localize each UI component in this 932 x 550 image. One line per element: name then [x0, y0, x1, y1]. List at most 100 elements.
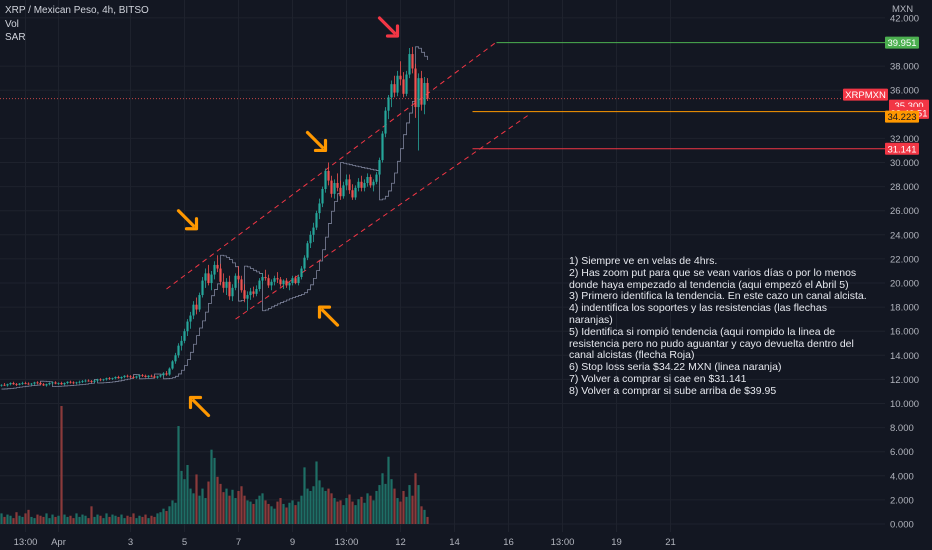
candle-body — [378, 160, 381, 175]
candle-body — [357, 181, 360, 188]
price-label-tag: 39.951 — [885, 36, 919, 49]
candle-body — [162, 373, 165, 376]
volume-bar — [81, 514, 84, 524]
candle-body — [69, 381, 72, 383]
candle-body — [132, 376, 135, 378]
volume-bar — [393, 488, 396, 524]
candle-body — [39, 383, 42, 385]
candle-body — [423, 82, 426, 105]
volume-bar — [339, 500, 342, 524]
volume-bar — [246, 500, 249, 524]
candle-body — [24, 383, 27, 384]
volume-bar — [387, 456, 390, 524]
candle-body — [12, 383, 15, 385]
candle-body — [333, 182, 336, 194]
trend-channel — [166, 41, 530, 320]
price-reference-lines — [0, 42, 885, 150]
channel-upper-line — [166, 41, 497, 290]
volume-bar — [36, 514, 39, 524]
volume-bar — [399, 501, 402, 524]
arrow-head — [385, 24, 400, 38]
volume-bar — [102, 518, 105, 524]
volume-bar — [198, 495, 201, 524]
volume-bar — [297, 501, 300, 524]
candle-body — [249, 291, 252, 296]
annotation-arrow — [377, 16, 400, 38]
volume-bar — [66, 516, 69, 524]
price-label-bg — [843, 88, 888, 101]
volume-bars — [0, 406, 429, 524]
note-line: 5) Identifica si rompió tendencia (aqui … — [569, 325, 854, 362]
candle-body — [15, 384, 18, 386]
candle-body — [81, 381, 84, 383]
candle-body — [21, 383, 24, 384]
time-tick-label: 5 — [182, 537, 187, 548]
candle-body — [228, 281, 231, 297]
volume-bar — [357, 499, 360, 524]
candle-body — [60, 383, 63, 385]
candle-body — [282, 280, 285, 285]
candle-body — [102, 379, 105, 381]
candle-body — [336, 182, 339, 188]
candle-body — [240, 279, 243, 291]
candle-body — [177, 345, 180, 356]
volume-bar — [159, 512, 162, 524]
candle-body — [30, 383, 33, 385]
candle-body — [150, 375, 153, 377]
candle-body — [105, 378, 108, 380]
volume-bar — [420, 506, 423, 524]
candle-body — [72, 382, 75, 384]
volume-indicator-label[interactable]: Vol — [5, 19, 19, 30]
candle-body — [330, 180, 333, 194]
volume-bar — [336, 501, 339, 524]
price-label-tag: 31.141 — [885, 142, 919, 155]
candle-body — [126, 375, 129, 377]
symbol-title[interactable]: XRP / Mexican Peso, 4h, BITSO — [5, 5, 149, 16]
volume-bar — [372, 500, 375, 524]
volume-bar — [363, 502, 366, 524]
time-tick-label: 14 — [449, 537, 460, 548]
candle-body — [267, 278, 270, 286]
volume-bar — [30, 516, 33, 524]
volume-bar — [231, 489, 234, 524]
arrow-head — [184, 217, 199, 231]
price-tick-label: 42.000 — [890, 13, 919, 24]
candlesticks — [0, 46, 429, 387]
candle-body — [279, 279, 282, 285]
volume-bar — [276, 501, 279, 524]
candle-body — [294, 278, 297, 283]
volume-bar — [153, 516, 156, 524]
volume-bar — [54, 516, 57, 524]
volume-bar — [213, 457, 216, 524]
candle-body — [309, 234, 312, 244]
sar-indicator-label[interactable]: SAR — [5, 32, 26, 43]
candle-body — [306, 243, 309, 258]
volume-bar — [186, 465, 189, 524]
candle-body — [33, 382, 36, 384]
price-tick-label: 0.000 — [890, 520, 914, 531]
price-tick-label: 8.000 — [890, 423, 914, 434]
volume-bar — [402, 490, 405, 524]
candle-body — [321, 189, 324, 204]
volume-bar — [249, 501, 252, 524]
volume-bar — [366, 493, 369, 524]
annotation-arrow — [188, 395, 211, 418]
time-axis[interactable]: 13:00 Apr 3 5 7 9 13:00 12 14 16 13:00 19 21 — [14, 537, 676, 548]
volume-bar — [96, 514, 99, 524]
volume-bar — [3, 516, 6, 524]
volume-bar — [6, 514, 9, 524]
volume-bar — [147, 518, 150, 524]
candle-body — [252, 291, 255, 294]
candle-body — [159, 375, 162, 377]
volume-bar — [195, 474, 198, 524]
note-line: 6) Stop loss seria $34.22 MXN (linea nar… — [569, 361, 782, 374]
volume-bar — [360, 496, 363, 524]
volume-bar — [369, 495, 372, 524]
candle-body — [129, 376, 132, 378]
price-label-text: 39.951 — [887, 38, 916, 49]
candle-body — [18, 383, 21, 385]
price-tick-label: 2.000 — [890, 495, 914, 506]
candle-body — [183, 331, 186, 341]
